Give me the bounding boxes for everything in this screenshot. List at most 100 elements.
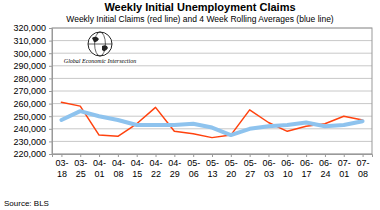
y-tick: 220,000 bbox=[13, 149, 52, 159]
chart: Weekly Initial Unemployment ClaimsWeekly… bbox=[0, 0, 380, 210]
grid-line bbox=[52, 141, 372, 142]
x-tick-mark bbox=[212, 154, 213, 157]
x-tick: 04-29 bbox=[168, 154, 181, 179]
x-tick-label: 06-24 bbox=[319, 158, 332, 178]
x-tick-mark bbox=[231, 154, 232, 157]
y-tick-mark bbox=[49, 141, 52, 142]
x-tick-mark bbox=[156, 154, 157, 157]
x-tick-mark bbox=[306, 154, 307, 157]
x-tick: 03-25 bbox=[74, 154, 87, 179]
y-tick: 240,000 bbox=[13, 124, 52, 134]
y-tick-label: 280,000 bbox=[13, 74, 46, 84]
x-tick-mark bbox=[250, 154, 251, 157]
x-tick: 07-01 bbox=[338, 154, 351, 179]
y-tick: 300,000 bbox=[13, 49, 52, 59]
x-tick-label: 05-06 bbox=[187, 158, 200, 178]
grid bbox=[52, 28, 372, 154]
x-tick-label: 06-03 bbox=[262, 158, 275, 178]
y-tick-mark bbox=[49, 116, 52, 117]
x-tick-label: 04-15 bbox=[131, 158, 144, 178]
plot-lines bbox=[61, 102, 362, 137]
y-tick-mark bbox=[49, 154, 52, 155]
grid-line bbox=[52, 65, 372, 66]
y-tick: 230,000 bbox=[13, 137, 52, 147]
logo-text: Global Economic Intersection bbox=[64, 58, 136, 64]
logo-equator bbox=[88, 44, 112, 45]
y-tick-mark bbox=[49, 28, 52, 29]
x-tick-label: 04-08 bbox=[112, 158, 125, 178]
x-tick-mark bbox=[325, 154, 326, 157]
x-tick-label: 05-20 bbox=[225, 158, 238, 178]
y-tick-label: 320,000 bbox=[13, 23, 46, 33]
x-tick: 03-18 bbox=[55, 154, 68, 179]
y-tick: 250,000 bbox=[13, 112, 52, 122]
x-tick-label: 04-22 bbox=[150, 158, 163, 178]
x-tick-label: 05-13 bbox=[206, 158, 219, 178]
grid-line bbox=[52, 91, 372, 92]
y-tick-label: 310,000 bbox=[13, 36, 46, 46]
y-tick-mark bbox=[49, 91, 52, 92]
x-tick-mark bbox=[363, 154, 364, 157]
x-tick-label: 03-18 bbox=[55, 158, 68, 178]
x-tick-mark bbox=[137, 154, 138, 157]
y-tick: 260,000 bbox=[13, 99, 52, 109]
x-tick-label: 04-01 bbox=[93, 158, 106, 178]
y-tick-mark bbox=[49, 66, 52, 67]
y-tick: 290,000 bbox=[13, 61, 52, 71]
y-tick-mark bbox=[49, 78, 52, 79]
plot-frame bbox=[52, 28, 372, 154]
x-tick: 06-03 bbox=[262, 154, 275, 179]
x-tick-mark bbox=[344, 154, 345, 157]
x-tick: 06-10 bbox=[281, 154, 294, 179]
y-axis: 220,000 230,000 240,000 250,000 260,000 270,0… bbox=[13, 23, 52, 159]
x-tick-mark bbox=[61, 154, 62, 157]
y-tick-mark bbox=[49, 129, 52, 130]
y-tick-label: 220,000 bbox=[13, 149, 46, 159]
x-tick-label: 03-25 bbox=[74, 158, 87, 178]
x-tick-mark bbox=[193, 154, 194, 157]
logo-land bbox=[92, 37, 108, 51]
y-tick: 270,000 bbox=[13, 86, 52, 96]
x-tick-label: 05-27 bbox=[244, 158, 257, 178]
subtitle: Weekly Initial Claims (red line) and 4 W… bbox=[66, 14, 334, 24]
source: Source: BLS bbox=[4, 199, 49, 208]
y-tick-label: 240,000 bbox=[13, 124, 46, 134]
title: Weekly Initial Unemployment Claims bbox=[104, 1, 295, 13]
x-tick-mark bbox=[99, 154, 100, 157]
x-tick: 04-01 bbox=[93, 154, 106, 179]
y-tick-label: 250,000 bbox=[13, 112, 46, 122]
y-axis-line bbox=[49, 29, 53, 155]
x-tick: 04-15 bbox=[131, 154, 144, 179]
y-tick-label: 300,000 bbox=[13, 49, 46, 59]
y-tick-label: 270,000 bbox=[13, 86, 46, 96]
y-tick-mark bbox=[49, 104, 52, 105]
x-tick: 04-22 bbox=[150, 154, 163, 179]
grid-line bbox=[52, 103, 372, 104]
x-tick-mark bbox=[287, 154, 288, 157]
x-tick-label: 06-10 bbox=[281, 158, 294, 178]
x-tick: 06-24 bbox=[319, 154, 332, 179]
logo: Global Economic Intersection bbox=[64, 32, 136, 64]
x-tick: 07-08 bbox=[357, 154, 370, 179]
y-tick-label: 290,000 bbox=[13, 61, 46, 71]
series-line bbox=[61, 102, 362, 137]
x-tick: 04-08 bbox=[112, 154, 125, 179]
y-tick-mark bbox=[49, 41, 52, 42]
x-tick-mark bbox=[80, 154, 81, 157]
y-tick-label: 260,000 bbox=[13, 99, 46, 109]
y-tick: 280,000 bbox=[13, 74, 52, 84]
x-axis: 03-18 03-25 04-01 04-08 04-15 04-22 04-29 05-06… bbox=[53, 154, 373, 179]
x-tick-mark bbox=[174, 154, 175, 157]
x-tick: 05-20 bbox=[225, 154, 238, 179]
y-tick: 320,000 bbox=[13, 23, 52, 33]
x-tick-label: 07-01 bbox=[338, 158, 351, 178]
x-tick-mark bbox=[268, 154, 269, 157]
x-axis-line bbox=[53, 155, 373, 158]
x-tick: 06-17 bbox=[300, 154, 313, 179]
x-tick-label: 04-29 bbox=[168, 158, 181, 178]
y-tick-label: 230,000 bbox=[13, 137, 46, 147]
x-tick: 05-06 bbox=[187, 154, 200, 179]
x-tick: 05-27 bbox=[244, 154, 257, 179]
series-line bbox=[61, 111, 362, 135]
x-tick: 05-13 bbox=[206, 154, 219, 179]
